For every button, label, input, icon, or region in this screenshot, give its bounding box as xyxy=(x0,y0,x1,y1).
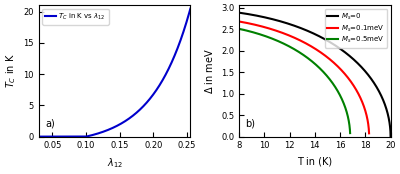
$M_s$=0.5meV xyxy=(332,85,337,87)
$M_s$=0 xyxy=(306,30,311,32)
$M_s$=0 xyxy=(388,136,393,138)
$M_s$=0 xyxy=(244,13,249,15)
$M_s$=0.1meV xyxy=(252,23,256,26)
Text: b): b) xyxy=(245,119,255,129)
$M_s$=0 xyxy=(356,63,361,65)
$M_s$=0.5meV xyxy=(248,30,252,33)
$M_s$=0.1meV xyxy=(349,81,354,84)
Y-axis label: $T_C$ in K: $T_C$ in K xyxy=(4,54,18,88)
$M_s$=0.5meV xyxy=(237,28,242,30)
Line: $M_s$=0: $M_s$=0 xyxy=(239,13,390,137)
$M_s$=0.1meV xyxy=(308,45,313,47)
$M_s$=0.1meV xyxy=(264,26,268,29)
Legend: $M_s$=0, $M_s$=0.1meV, $M_s$=0.5meV: $M_s$=0, $M_s$=0.1meV, $M_s$=0.5meV xyxy=(325,9,387,48)
$M_s$=0.1meV xyxy=(367,132,372,134)
X-axis label: $\lambda_{12}$: $\lambda_{12}$ xyxy=(107,156,123,170)
$M_s$=0.5meV xyxy=(293,49,298,51)
$M_s$=0 xyxy=(384,107,388,109)
$M_s$=0.5meV xyxy=(330,81,334,83)
Line: $M_s$=0.5meV: $M_s$=0.5meV xyxy=(239,29,350,133)
$M_s$=0.1meV xyxy=(237,21,242,23)
Line: $M_s$=0.1meV: $M_s$=0.1meV xyxy=(239,22,369,133)
Legend: $T_C$ in K vs $\lambda_{12}$: $T_C$ in K vs $\lambda_{12}$ xyxy=(42,9,108,25)
$M_s$=0.5meV xyxy=(266,36,270,38)
$M_s$=0.1meV xyxy=(296,38,300,40)
$M_s$=0 xyxy=(384,107,388,109)
$M_s$=0 xyxy=(237,12,242,14)
X-axis label: T in (K): T in (K) xyxy=(297,156,332,166)
$M_s$=0.1meV xyxy=(238,21,243,23)
$M_s$=0 xyxy=(310,32,315,34)
$M_s$=0.5meV xyxy=(294,50,299,52)
$M_s$=0.5meV xyxy=(348,132,352,134)
Text: a): a) xyxy=(45,119,55,129)
Y-axis label: $\Delta$ in meV: $\Delta$ in meV xyxy=(204,48,216,94)
